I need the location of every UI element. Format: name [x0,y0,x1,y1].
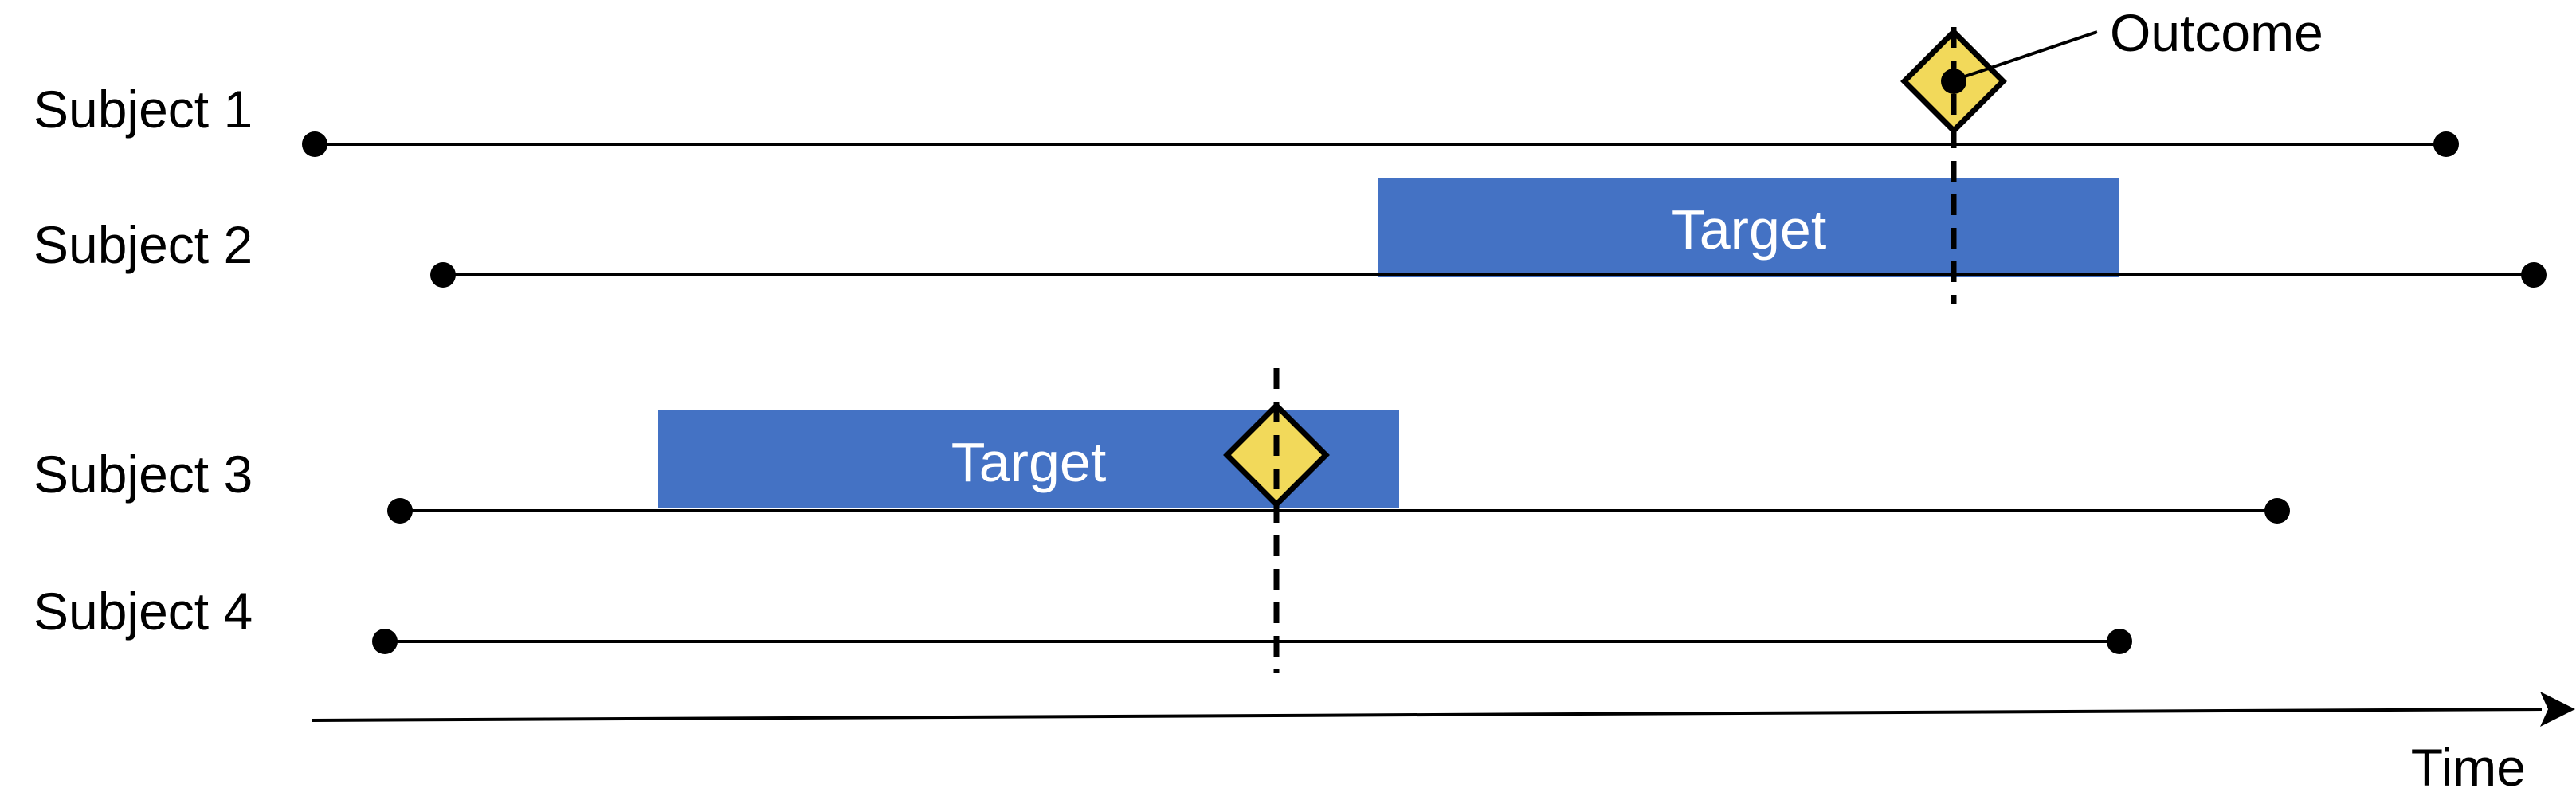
end-dot-subject-3 [2264,498,2290,524]
subject-label-1: Subject 1 [33,80,253,139]
end-dot-subject-2 [2521,262,2547,288]
end-dot-subject-1 [2433,131,2459,157]
subject-label-4: Subject 4 [33,582,253,641]
outcome-callout-leader [1959,30,2098,80]
target-bar-subject-2 [1378,178,2119,277]
target-label-subject-3: Target [951,431,1107,493]
time-axis [312,708,2543,722]
subject-label-3: Subject 3 [33,445,253,504]
start-dot-subject-2 [430,262,456,288]
outcome-dot-subject-1 [1941,69,1966,94]
subject-label-2: Subject 2 [33,215,253,274]
start-dot-subject-3 [387,498,413,524]
start-dot-subject-4 [372,629,398,654]
end-dot-subject-4 [2107,629,2132,654]
time-axis-arrowhead-icon [2540,692,2575,727]
target-label-subject-2: Target [1672,198,1827,261]
outcome-callout-label: Outcome [2110,3,2323,62]
time-axis-label: Time [2411,738,2526,797]
start-dot-subject-1 [302,131,327,157]
